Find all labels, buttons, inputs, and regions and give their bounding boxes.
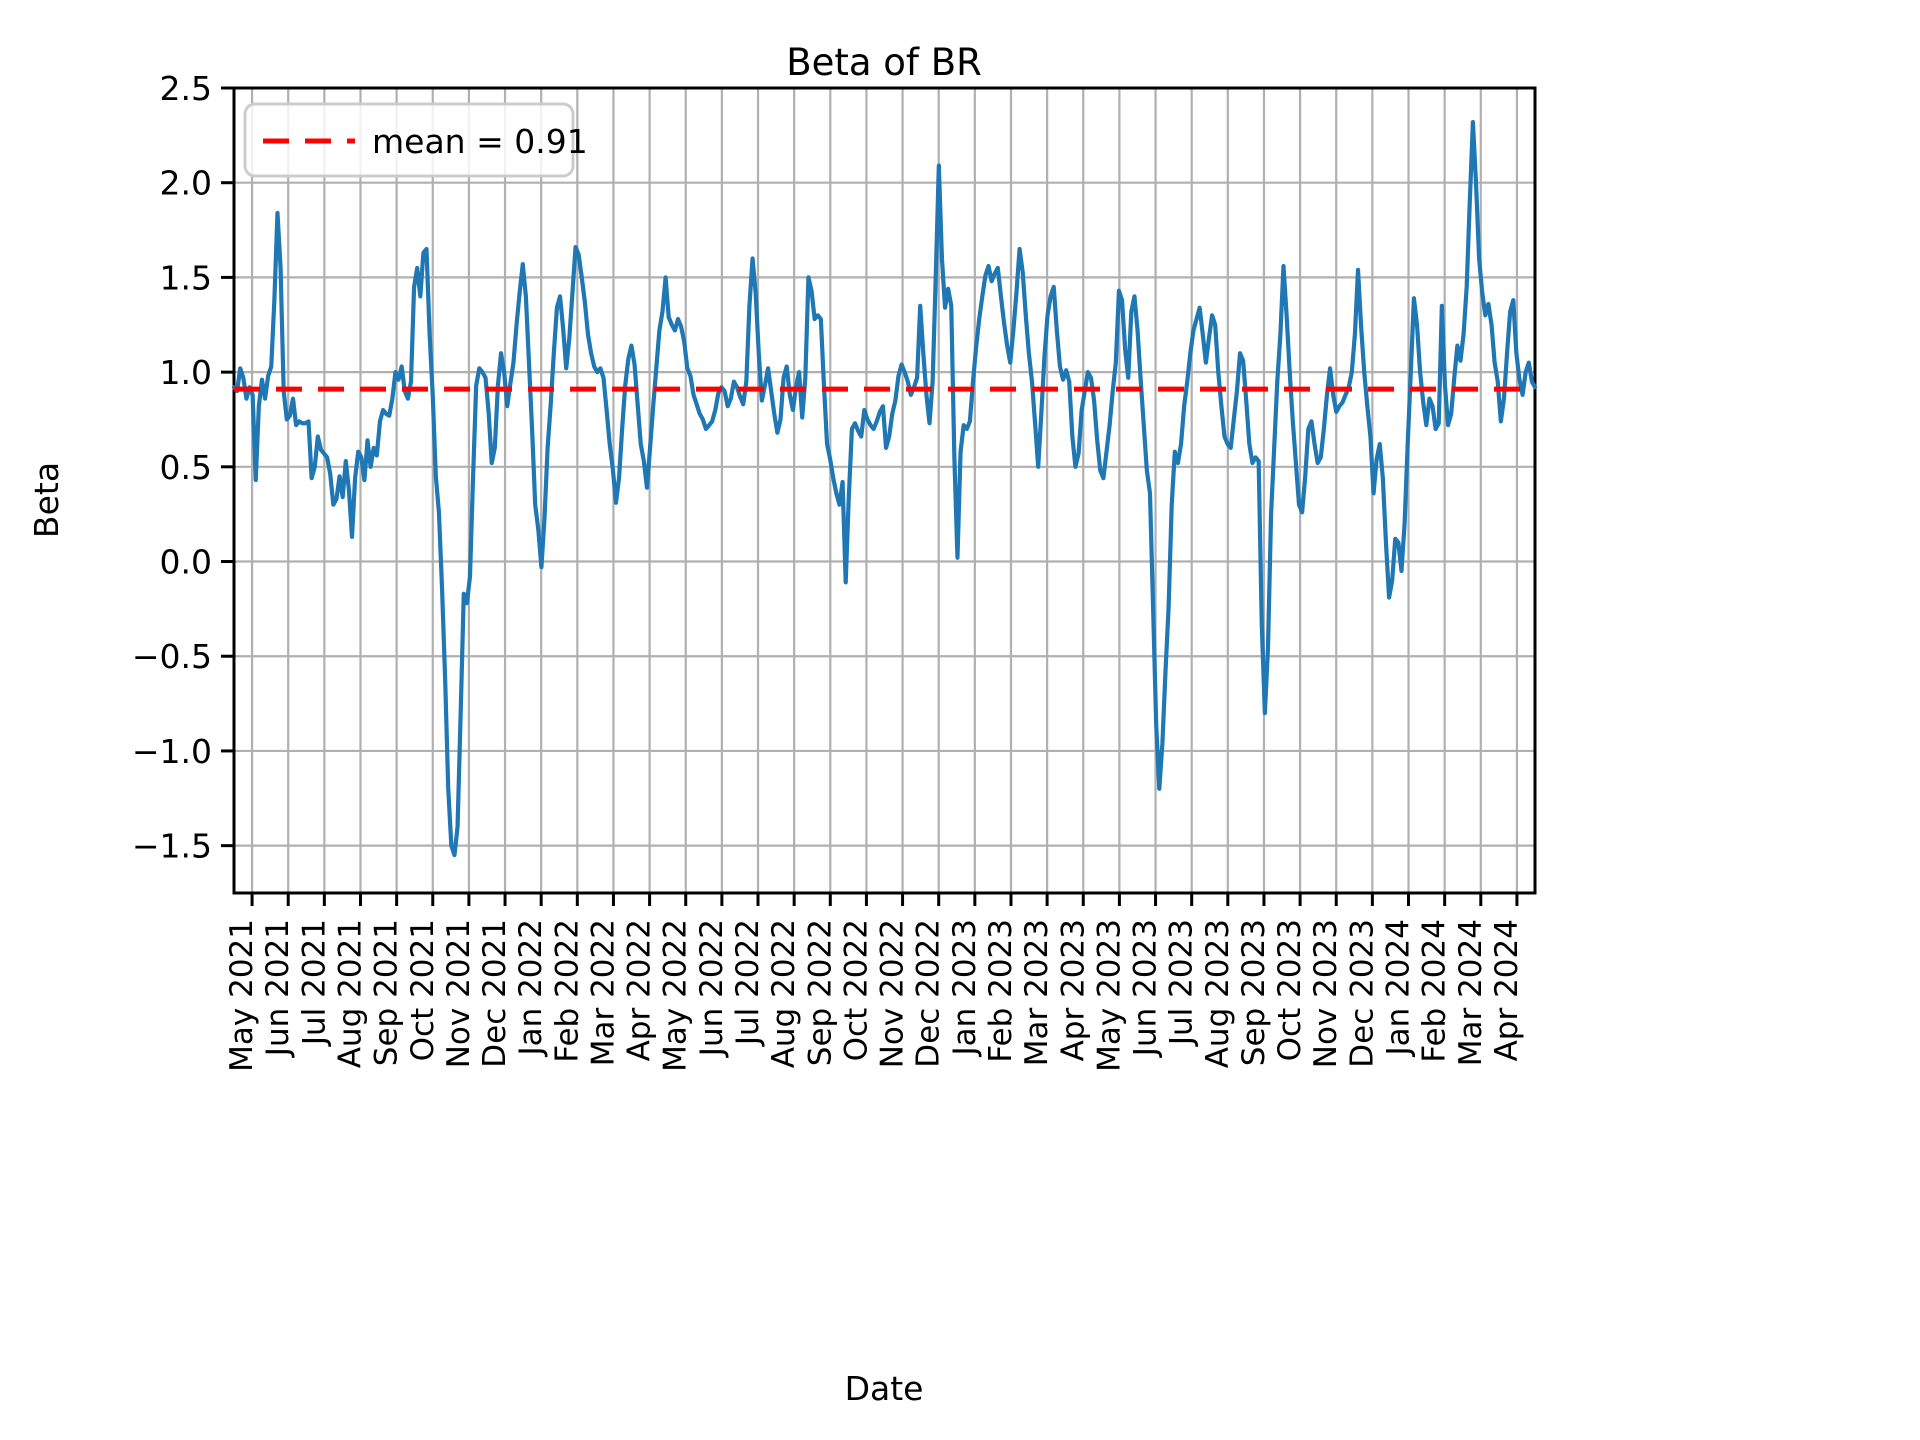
chart-title: Beta of BR xyxy=(786,41,982,84)
x-tick-label: Jun 2021 xyxy=(260,919,296,1058)
x-tick-label: Nov 2022 xyxy=(875,919,911,1068)
y-tick-label: 2.0 xyxy=(160,164,212,203)
x-tick-label: Dec 2023 xyxy=(1344,919,1380,1068)
y-tick-label: 1.0 xyxy=(160,353,212,392)
x-tick-label: Jul 2022 xyxy=(730,919,766,1047)
x-tick-label: Sep 2023 xyxy=(1236,919,1272,1066)
x-tick-label: Jun 2022 xyxy=(694,919,730,1058)
axes-frame xyxy=(232,86,1537,895)
chart-legend: mean = 0.91 xyxy=(243,102,588,178)
x-tick-label: Nov 2021 xyxy=(441,919,477,1068)
x-tick-label: Aug 2023 xyxy=(1200,919,1236,1068)
y-tick-labels: 2.5 2.0 1.5 1.0 0.5 0.0 −0.5 −1.0 −1.5 xyxy=(132,69,212,866)
series-paths xyxy=(231,119,1538,858)
x-axis-title: Date xyxy=(845,1369,924,1408)
x-tick-label: Mar 2023 xyxy=(1019,919,1055,1066)
x-tick-label: Jul 2021 xyxy=(296,919,332,1047)
x-tick-label: May 2021 xyxy=(224,919,260,1072)
x-tick-label: Jan 2023 xyxy=(947,919,983,1058)
x-tick-label: Jun 2023 xyxy=(1128,919,1164,1058)
x-tick-label: Dec 2022 xyxy=(911,919,947,1068)
y-tick-label: −1.5 xyxy=(132,827,212,866)
beta-series-line xyxy=(231,119,1538,858)
x-tick-label: Sep 2022 xyxy=(802,919,838,1066)
x-tick-label: May 2023 xyxy=(1091,919,1127,1072)
axes-spines xyxy=(232,86,1537,895)
x-tick-label: Mar 2022 xyxy=(585,919,621,1066)
x-tick-label: Apr 2024 xyxy=(1489,919,1525,1061)
x-tick-label: Aug 2021 xyxy=(332,919,368,1068)
x-tick-label: Apr 2023 xyxy=(1055,919,1091,1061)
y-tick-label: 0.5 xyxy=(160,448,212,487)
y-tick-label: 0.0 xyxy=(160,543,212,582)
x-tick-label: Oct 2023 xyxy=(1272,919,1308,1061)
x-tick-label: Sep 2021 xyxy=(369,919,405,1066)
legend-frame xyxy=(243,102,575,178)
x-tick-label: Aug 2022 xyxy=(766,919,802,1068)
x-tick-label: Jul 2023 xyxy=(1164,919,1200,1047)
x-tick-label: Apr 2022 xyxy=(622,919,658,1061)
x-tick-label: Dec 2021 xyxy=(477,919,513,1068)
x-tick-label: May 2022 xyxy=(658,919,694,1072)
x-tick-label: Feb 2023 xyxy=(983,919,1019,1063)
axis-tickmarks xyxy=(221,86,1519,906)
x-tick-label: Oct 2021 xyxy=(405,919,441,1061)
y-axis-title: Beta xyxy=(27,462,66,538)
x-tick-label: Oct 2022 xyxy=(838,919,874,1061)
y-tick-label: −1.0 xyxy=(132,732,212,771)
y-tick-label: 1.5 xyxy=(160,258,212,297)
x-tick-label: Feb 2024 xyxy=(1417,919,1453,1063)
x-tick-label: Nov 2023 xyxy=(1308,919,1344,1068)
x-tick-label: Jan 2024 xyxy=(1381,919,1417,1058)
y-tick-label: 2.5 xyxy=(160,69,212,108)
x-tick-label: Mar 2024 xyxy=(1453,919,1489,1066)
y-tick-label: −0.5 xyxy=(132,637,212,676)
x-tick-labels: May 2021 Jun 2021 Jul 2021 Aug 2021 Sep 2021… xyxy=(224,919,1525,1072)
x-tick-label: Feb 2022 xyxy=(549,919,585,1063)
legend-mean-label: mean = 0.91 xyxy=(372,122,588,161)
x-tick-label: Jan 2022 xyxy=(513,919,549,1058)
